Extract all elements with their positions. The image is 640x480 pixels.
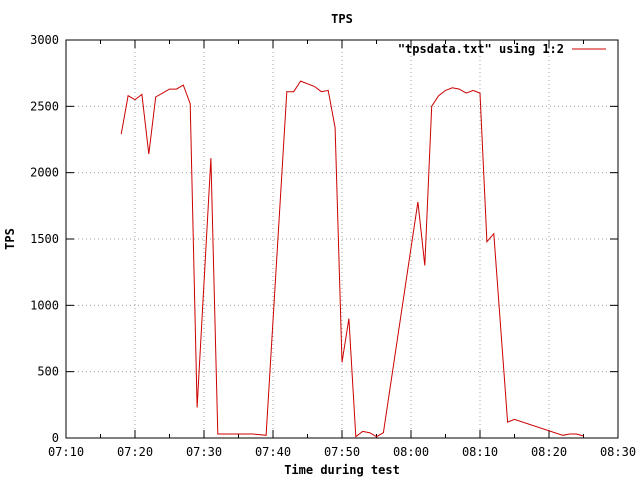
y-tick-label: 3000 — [30, 33, 59, 47]
y-axis-label: TPS — [3, 228, 17, 250]
grid — [66, 40, 618, 438]
chart-title: TPS — [331, 12, 353, 26]
plot-frame — [65, 39, 619, 439]
y-tick-label: 2000 — [30, 166, 59, 180]
y-tick-label: 500 — [37, 365, 59, 379]
y-tick-label: 1500 — [30, 232, 59, 246]
x-tick-label: 07:20 — [117, 445, 153, 459]
x-tick-label: 08:00 — [393, 445, 429, 459]
x-tick-label: 08:10 — [462, 445, 498, 459]
y-tick-label: 0 — [52, 431, 59, 445]
series — [120, 80, 584, 438]
x-axis-label: Time during test — [284, 463, 400, 477]
x-tick-label: 07:10 — [48, 445, 84, 459]
x-tick-label: 08:20 — [531, 445, 567, 459]
legend: "tpsdata.txt" using 1:2 — [398, 42, 606, 56]
tick-labels: 0 500 1000 1500 2000 2500 3000 07:10 07:20 07:30 0… — [30, 33, 636, 459]
x-tick-label: 07:50 — [324, 445, 360, 459]
x-tick-label: 07:30 — [186, 445, 222, 459]
y-tick-label: 2500 — [30, 99, 59, 113]
x-tick-label: 07:40 — [255, 445, 291, 459]
y-tick-label: 1000 — [30, 298, 59, 312]
x-tick-label: 08:30 — [600, 445, 636, 459]
series-line — [120, 80, 584, 438]
legend-label: "tpsdata.txt" using 1:2 — [398, 42, 564, 56]
